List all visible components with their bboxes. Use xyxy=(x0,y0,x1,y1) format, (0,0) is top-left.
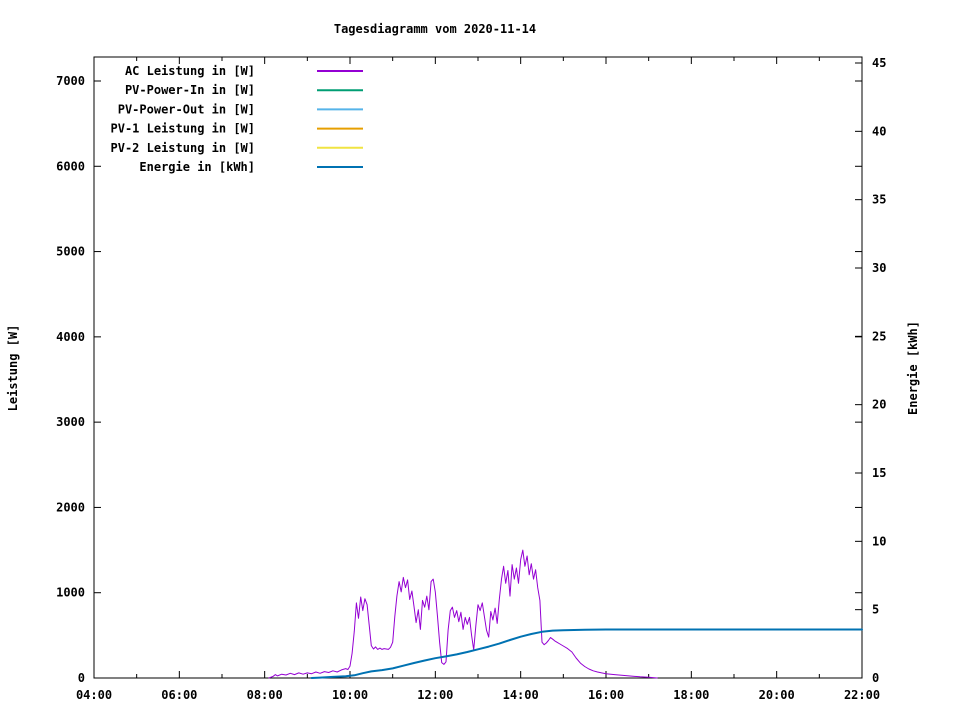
y-left-tick-label: 3000 xyxy=(56,415,85,429)
y-right-tick-label: 20 xyxy=(872,398,886,412)
x-tick-label: 06:00 xyxy=(161,688,197,702)
x-tick-label: 20:00 xyxy=(759,688,795,702)
x-tick-label: 12:00 xyxy=(417,688,453,702)
y-left-tick-label: 6000 xyxy=(56,159,85,173)
x-tick-label: 14:00 xyxy=(503,688,539,702)
y-right-tick-label: 45 xyxy=(872,56,886,70)
y-right-tick-label: 0 xyxy=(872,671,879,685)
y-left-tick-label: 7000 xyxy=(56,74,85,88)
y-right-tick-label: 40 xyxy=(872,124,886,138)
y-right-tick-label: 15 xyxy=(872,466,886,480)
x-tick-label: 08:00 xyxy=(247,688,283,702)
x-tick-label: 10:00 xyxy=(332,688,368,702)
y-right-tick-label: 10 xyxy=(872,534,886,548)
legend-label: Energie in [kWh] xyxy=(139,160,255,174)
series-ac-leistung-in-w xyxy=(268,549,658,679)
series-energie-in-kwh xyxy=(310,628,863,679)
x-tick-label: 04:00 xyxy=(76,688,112,702)
y-right-axis-title: Energie [kWh] xyxy=(906,321,920,415)
legend-label: PV-2 Leistung in [W] xyxy=(111,141,256,155)
y-left-tick-label: 0 xyxy=(78,671,85,685)
legend-label: PV-Power-In in [W] xyxy=(125,83,255,97)
chart-title: Tagesdiagramm vom 2020-11-14 xyxy=(334,22,536,36)
legend-label: PV-Power-Out in [W] xyxy=(118,102,255,116)
legend-label: PV-1 Leistung in [W] xyxy=(111,122,256,136)
y-right-tick-label: 35 xyxy=(872,193,886,207)
y-right-tick-label: 5 xyxy=(872,603,879,617)
y-left-tick-label: 1000 xyxy=(56,586,85,600)
y-right-tick-label: 30 xyxy=(872,261,886,275)
y-left-tick-label: 5000 xyxy=(56,245,85,259)
y-right-tick-label: 25 xyxy=(872,329,886,343)
x-tick-label: 18:00 xyxy=(673,688,709,702)
legend-label: AC Leistung in [W] xyxy=(125,64,255,78)
y-left-axis-title: Leistung [W] xyxy=(6,325,20,412)
y-left-tick-label: 2000 xyxy=(56,500,85,514)
y-left-tick-label: 4000 xyxy=(56,330,85,344)
x-tick-label: 22:00 xyxy=(844,688,880,702)
x-tick-label: 16:00 xyxy=(588,688,624,702)
